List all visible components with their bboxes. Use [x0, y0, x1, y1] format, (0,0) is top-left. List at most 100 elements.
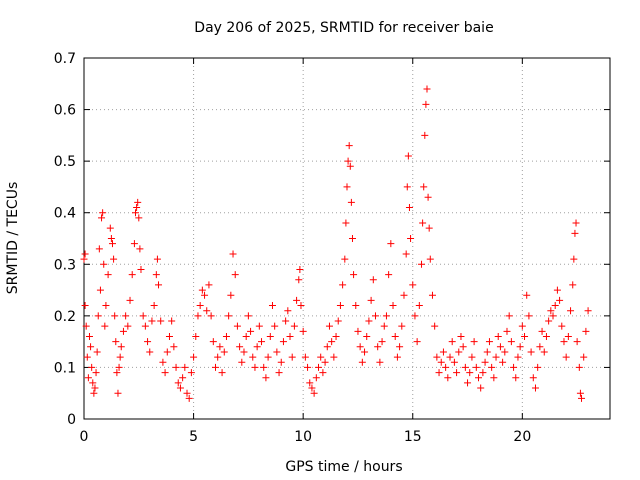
data-point	[205, 281, 213, 289]
data-point	[323, 343, 331, 351]
data-point	[558, 322, 566, 330]
data-point	[510, 363, 518, 371]
x-tick-label: 10	[294, 429, 312, 445]
data-point	[472, 363, 480, 371]
data-point	[431, 322, 439, 330]
data-point	[336, 302, 344, 310]
data-point	[170, 343, 178, 351]
data-point	[251, 363, 259, 371]
data-point	[165, 332, 173, 340]
data-point	[534, 363, 542, 371]
data-point	[428, 291, 436, 299]
data-point	[483, 348, 491, 356]
data-point	[549, 312, 557, 320]
data-point	[192, 332, 200, 340]
data-point	[128, 271, 136, 279]
data-point	[542, 332, 550, 340]
data-point	[455, 348, 463, 356]
data-point	[503, 327, 511, 335]
data-point	[83, 353, 91, 361]
x-tick-label: 15	[404, 429, 422, 445]
data-point	[293, 296, 301, 304]
data-point	[573, 338, 581, 346]
data-point	[126, 296, 134, 304]
data-point	[81, 250, 89, 258]
data-point	[220, 348, 228, 356]
data-point	[80, 255, 88, 263]
data-point	[387, 240, 395, 248]
data-point	[584, 307, 592, 315]
y-tick-label: 0.4	[54, 206, 76, 222]
data-point	[475, 374, 482, 382]
data-point	[247, 327, 255, 335]
data-point	[437, 358, 445, 366]
data-point	[249, 353, 257, 361]
data-point	[315, 363, 323, 371]
data-point	[179, 374, 187, 382]
data-point	[492, 353, 500, 361]
data-point	[344, 157, 352, 165]
data-point	[330, 353, 338, 361]
data-point	[488, 363, 496, 371]
data-point	[110, 255, 118, 263]
data-point	[190, 353, 198, 361]
data-point	[144, 338, 152, 346]
data-point	[564, 332, 572, 340]
data-point	[371, 312, 379, 320]
data-point	[514, 353, 522, 361]
data-point	[376, 358, 384, 366]
data-point	[494, 332, 502, 340]
y-tick-label: 0.6	[54, 103, 76, 119]
data-point	[332, 332, 340, 340]
data-point	[306, 379, 314, 387]
data-point	[317, 353, 325, 361]
data-point	[426, 255, 434, 263]
data-point	[150, 302, 158, 310]
data-point	[396, 343, 404, 351]
data-point	[481, 358, 489, 366]
data-point	[112, 338, 120, 346]
y-tick-label: 0.5	[54, 154, 76, 170]
data-point	[288, 353, 296, 361]
y-tick-label: 0.2	[54, 309, 76, 325]
data-point	[411, 312, 419, 320]
data-point	[214, 353, 222, 361]
data-point	[385, 271, 393, 279]
data-point	[571, 229, 579, 237]
data-point	[540, 348, 548, 356]
data-point	[137, 265, 145, 273]
data-point	[96, 286, 104, 294]
data-point	[238, 358, 246, 366]
data-point	[477, 384, 485, 392]
data-point	[209, 338, 217, 346]
x-axis-title: GPS time / hours	[285, 459, 402, 475]
data-point	[470, 338, 478, 346]
data-point	[348, 235, 356, 242]
data-point	[304, 363, 312, 371]
data-point	[404, 152, 412, 160]
data-point	[398, 322, 406, 330]
data-point	[459, 343, 467, 351]
x-tick-label: 5	[189, 429, 198, 445]
y-tick-label: 0.3	[54, 257, 76, 273]
y-tick-label: 0.1	[54, 360, 76, 376]
data-point	[207, 312, 215, 320]
data-point	[198, 286, 206, 294]
data-point	[301, 353, 309, 361]
data-point	[244, 312, 252, 320]
data-point	[365, 317, 373, 325]
data-point	[266, 332, 274, 340]
data-point	[82, 322, 90, 330]
data-point	[545, 317, 553, 325]
data-point	[93, 348, 101, 356]
data-point	[578, 394, 586, 402]
data-point	[146, 348, 154, 356]
data-point	[231, 271, 239, 279]
data-point	[402, 250, 410, 258]
data-point	[107, 235, 115, 242]
data-point	[114, 389, 122, 397]
data-point	[343, 183, 351, 191]
data-point	[424, 193, 432, 201]
data-point	[119, 327, 127, 335]
data-point	[277, 358, 285, 366]
